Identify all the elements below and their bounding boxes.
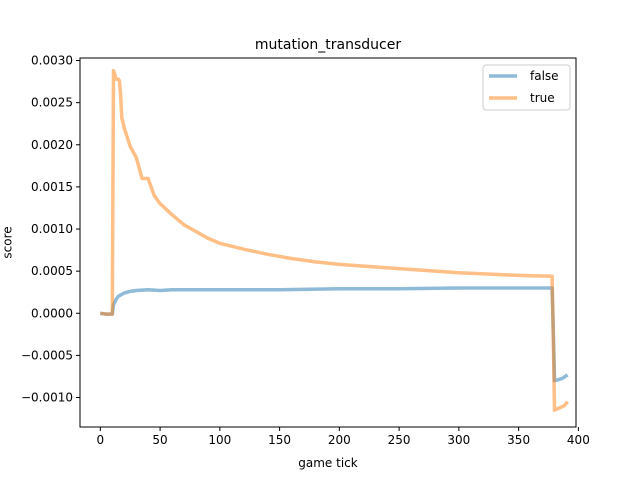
y-tick-label: 0.0015 bbox=[31, 180, 73, 194]
y-tick-label: 0.0010 bbox=[31, 222, 73, 236]
series-line-false bbox=[100, 286, 569, 383]
y-tick-label: 0.0020 bbox=[31, 138, 73, 152]
x-tick-label: 400 bbox=[567, 433, 590, 447]
x-tick-label: 250 bbox=[388, 433, 411, 447]
x-tick-label: 150 bbox=[268, 433, 291, 447]
x-tick-label: 200 bbox=[328, 433, 351, 447]
x-tick-label: 350 bbox=[507, 433, 530, 447]
legend-label-false: false bbox=[530, 69, 559, 83]
y-axis-label: score bbox=[1, 226, 15, 258]
chart-title: mutation_transducer bbox=[255, 37, 401, 53]
y-tick-label: 0.0025 bbox=[31, 96, 73, 110]
series-line-true bbox=[100, 68, 569, 412]
x-tick-label: 100 bbox=[208, 433, 231, 447]
y-tick-label: 0.0030 bbox=[31, 54, 73, 68]
x-axis-label: game tick bbox=[298, 456, 357, 470]
y-axis: −0.0010 −0.0005 0.0000 0.0005 0.0010 0.0015 0.… bbox=[21, 54, 80, 405]
x-tick-label: 50 bbox=[152, 433, 167, 447]
plot-frame bbox=[79, 57, 577, 428]
x-axis: 0 50 100 150 200 250 300 350 400 bbox=[96, 427, 590, 447]
y-tick-label: 0.0000 bbox=[31, 306, 73, 320]
y-tick-label: −0.0010 bbox=[21, 391, 73, 405]
x-tick-label: 0 bbox=[96, 433, 104, 447]
x-tick-label: 300 bbox=[447, 433, 470, 447]
legend: false true bbox=[482, 64, 571, 111]
y-tick-label: −0.0005 bbox=[21, 348, 73, 362]
plot-lines bbox=[100, 68, 569, 412]
y-tick-label: 0.0005 bbox=[31, 264, 73, 278]
legend-label-true: true bbox=[530, 91, 555, 105]
